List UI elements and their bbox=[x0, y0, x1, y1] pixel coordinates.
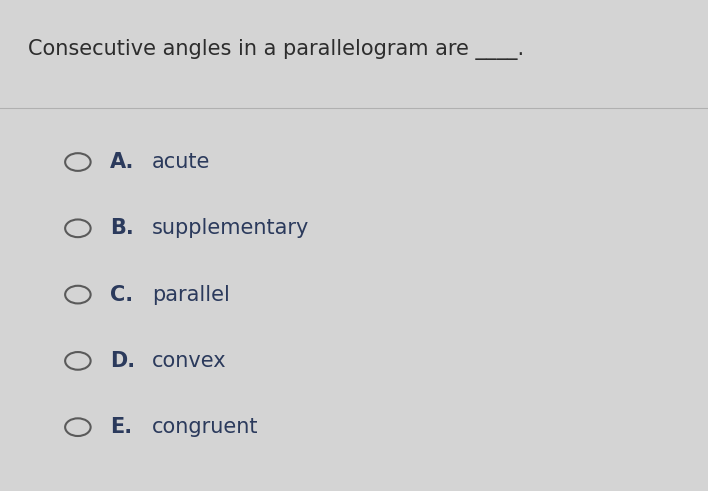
Text: convex: convex bbox=[152, 351, 227, 371]
Text: acute: acute bbox=[152, 152, 210, 172]
Text: A.: A. bbox=[110, 152, 134, 172]
Text: parallel: parallel bbox=[152, 285, 230, 304]
Text: Consecutive angles in a parallelogram are ____.: Consecutive angles in a parallelogram ar… bbox=[28, 39, 525, 60]
Circle shape bbox=[65, 286, 91, 303]
Text: E.: E. bbox=[110, 417, 132, 437]
Circle shape bbox=[65, 352, 91, 370]
Circle shape bbox=[65, 418, 91, 436]
Circle shape bbox=[65, 219, 91, 237]
Text: D.: D. bbox=[110, 351, 135, 371]
Text: congruent: congruent bbox=[152, 417, 258, 437]
Circle shape bbox=[65, 153, 91, 171]
Text: C.: C. bbox=[110, 285, 133, 304]
Text: supplementary: supplementary bbox=[152, 218, 309, 238]
Text: B.: B. bbox=[110, 218, 134, 238]
